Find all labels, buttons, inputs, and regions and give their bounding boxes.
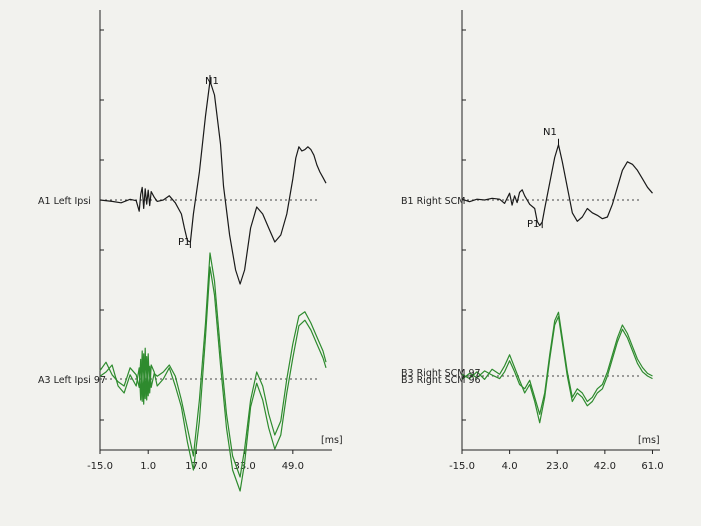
right-unit-label: [ms] — [638, 435, 660, 446]
left-panel: -15.0 1.0 17.0 33.0 49.0 A1 Left Ipsi A3 Lef… — [38, 10, 343, 492]
left-x-tick-label-4: 49.0 — [282, 461, 304, 472]
right-trace-1 — [461, 315, 653, 424]
left-trace-2 — [99, 252, 327, 478]
left-unit-label: [ms] — [321, 435, 343, 446]
peak-label-p1-right: P1 — [527, 219, 539, 230]
right-trace-2 — [461, 311, 653, 415]
right-y-ticks — [462, 29, 466, 421]
right-x-tick-label-4: 61.0 — [641, 461, 663, 472]
trace-label-b3-97: B3 Right SCM 97 — [401, 368, 481, 379]
peak-label-p1-left: P1 — [178, 237, 190, 248]
right-x-tick-label-0: -15.0 — [449, 461, 475, 472]
peak-label-n1-left: N1 — [205, 76, 219, 87]
left-x-tick-label-0: -15.0 — [87, 461, 113, 472]
right-trace-0 — [461, 144, 653, 227]
right-x-ticks: -15.0 4.0 23.0 42.0 61.0 — [449, 450, 664, 472]
left-y-ticks — [100, 29, 104, 421]
trace-label-a3: A3 Left Ipsi 97 — [38, 375, 106, 386]
left-trace-1 — [99, 266, 327, 492]
right-x-tick-label-1: 4.0 — [502, 461, 518, 472]
trace-label-a1: A1 Left Ipsi — [38, 196, 91, 207]
left-x-tick-label-1: 1.0 — [140, 461, 156, 472]
left-trace-0 — [99, 80, 327, 285]
left-x-tick-label-2: 17.0 — [185, 461, 207, 472]
left-traces — [99, 75, 327, 492]
trace-label-b1: B1 Right SCM — [401, 196, 465, 207]
right-panel: -15.0 4.0 23.0 42.0 61.0 B1 Right SCM B3 Rig… — [401, 10, 664, 472]
trace-label-b3-96: B3 Right SCM 96 — [401, 375, 481, 386]
right-x-tick-label-2: 23.0 — [546, 461, 568, 472]
right-x-tick-label-3: 42.0 — [594, 461, 616, 472]
right-traces — [461, 138, 653, 424]
peak-label-n1-right: N1 — [543, 127, 557, 138]
